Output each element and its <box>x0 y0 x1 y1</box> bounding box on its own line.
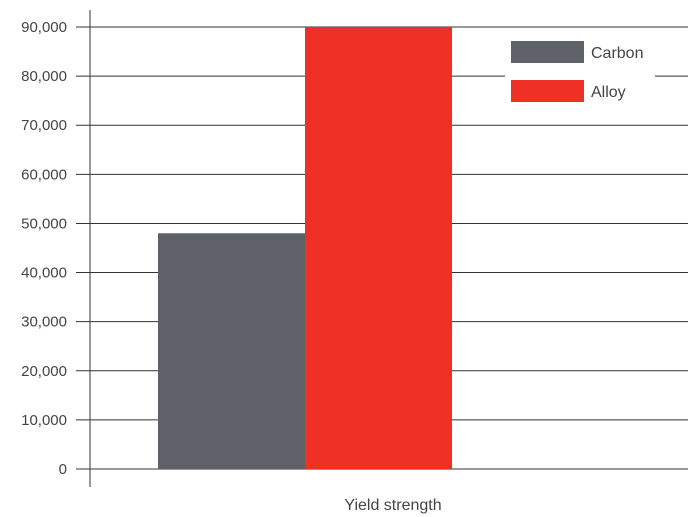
x-axis-label: Yield strength <box>344 497 441 514</box>
legend-label-alloy: Alloy <box>591 84 626 101</box>
legend-label-carbon: Carbon <box>591 45 643 62</box>
y-tick-label: 0 <box>59 461 67 478</box>
y-tick-label: 50,000 <box>21 215 67 232</box>
y-tick-label: 20,000 <box>21 363 67 380</box>
bars <box>158 27 452 469</box>
legend-swatch-carbon <box>511 41 584 63</box>
legend: Carbon Alloy <box>505 32 655 110</box>
y-tick-label: 70,000 <box>21 117 67 134</box>
y-tick-label: 90,000 <box>21 19 67 36</box>
bar-carbon <box>158 233 305 469</box>
y-tick-label: 80,000 <box>21 68 67 85</box>
y-tick-label: 40,000 <box>21 265 67 282</box>
y-tick-label: 10,000 <box>21 412 67 429</box>
bar-alloy <box>305 27 452 469</box>
y-axis-tick-labels: 0 10,000 20,000 30,000 40,000 50,000 60,000 70,… <box>21 19 67 478</box>
y-tick-label: 60,000 <box>21 166 67 183</box>
y-tick-label: 30,000 <box>21 314 67 331</box>
legend-swatch-alloy <box>511 80 584 102</box>
